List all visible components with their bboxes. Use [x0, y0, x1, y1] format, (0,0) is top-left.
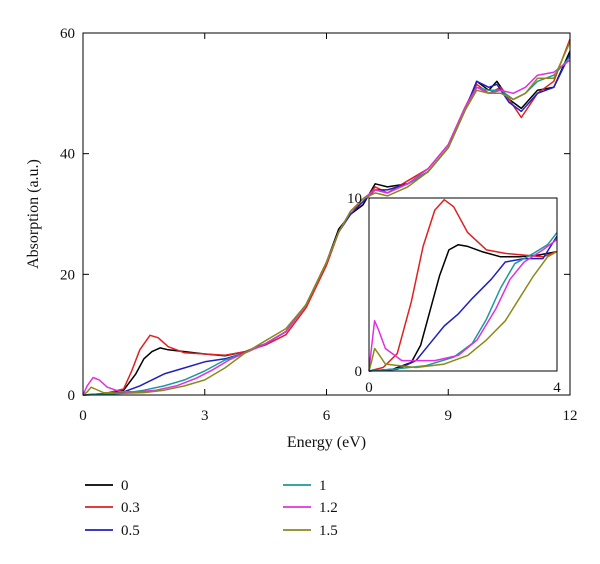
y-axis-label: Absorption (a.u.) — [25, 159, 42, 269]
legend-label: 1 — [319, 478, 327, 494]
y-tick-label: 40 — [60, 147, 75, 163]
inset-plot-frame — [368, 197, 558, 372]
inset-x-tick-label: 4 — [553, 380, 561, 396]
series-line-0-5 — [82, 53, 571, 396]
inset-y-tick-label: 10 — [347, 191, 362, 207]
x-tick-label: 12 — [563, 408, 578, 424]
x-tick-label: 3 — [201, 408, 209, 424]
inset-series-line-0-5 — [368, 235, 558, 372]
inset-series-group — [368, 198, 558, 372]
y-tick-label: 60 — [60, 26, 75, 42]
legend-label: 0 — [121, 478, 129, 494]
legend-label: 0.3 — [121, 500, 140, 516]
inset-series-line-1-2 — [368, 238, 558, 372]
inset-series-line-0 — [368, 243, 558, 372]
series-line-1-5 — [82, 41, 571, 396]
x-tick-label: 9 — [445, 408, 453, 424]
legend-label: 1.5 — [319, 523, 338, 539]
inset-series-line-0-3 — [368, 198, 558, 372]
y-tick-label: 20 — [60, 267, 75, 283]
inset-y-tick-label: 0 — [355, 364, 363, 380]
legend-label: 0.5 — [121, 523, 140, 539]
y-tick-label: 0 — [68, 388, 76, 404]
legend-label: 1.2 — [319, 500, 338, 516]
main-series-group — [82, 38, 571, 396]
x-tick-label: 6 — [323, 408, 331, 424]
x-axis-label: Energy (eV) — [287, 434, 366, 451]
x-tick-label: 0 — [79, 408, 87, 424]
inset-x-tick-label: 0 — [365, 380, 373, 396]
inset-series-line-1-5 — [368, 250, 558, 372]
series-line-0 — [82, 50, 571, 396]
